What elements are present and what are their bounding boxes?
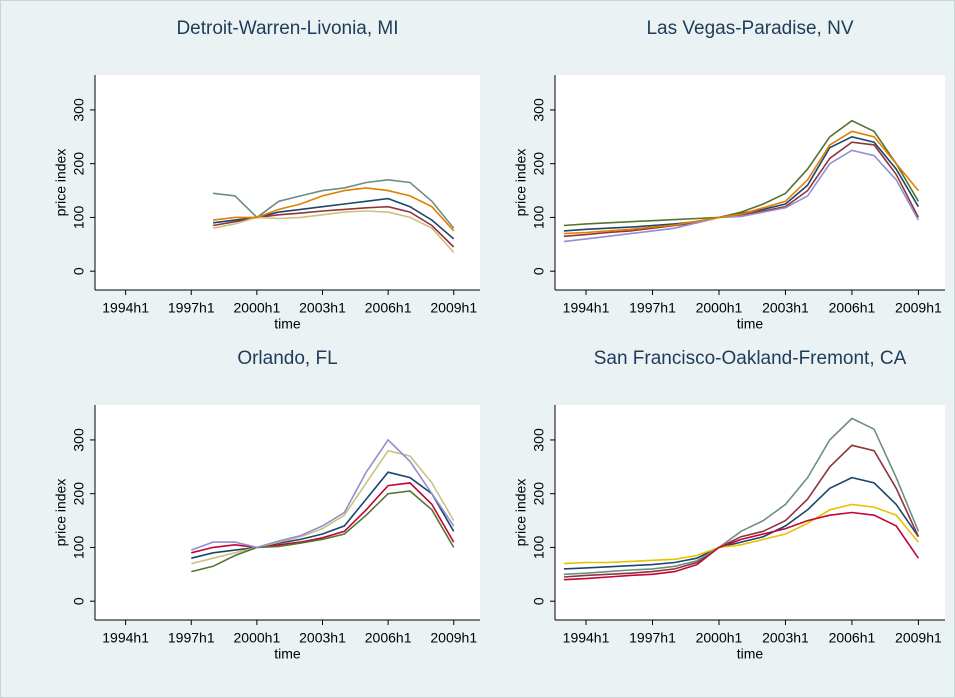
y-tick-label: 100 [71,536,87,560]
plot-area [95,405,480,620]
x-tick-label: 1994h1 [563,300,610,316]
x-tick-label: 2003h1 [762,630,809,646]
y-tick-label: 200 [531,482,547,506]
y-axis-title: price index [53,149,69,217]
x-tick-label: 2003h1 [299,300,346,316]
chart-title: Detroit-Warren-Livonia, MI [176,18,398,39]
y-tick-label: 300 [531,428,547,452]
x-tick-label: 2006h1 [829,300,876,316]
series-line [563,503,920,565]
x-tick-label: 2009h1 [895,630,942,646]
series-line [563,135,920,232]
series-line [563,119,920,227]
series-line [563,149,920,243]
x-tick-label: 2000h1 [696,300,743,316]
x-axis-title: time [274,646,301,662]
x-tick-label: 2006h1 [365,300,412,316]
series-line [191,482,455,554]
y-tick-label: 300 [71,98,87,122]
y-tick-label: 0 [71,267,87,275]
plot-area [95,75,480,290]
x-tick-label: 1997h1 [629,630,676,646]
x-axis-title: time [274,316,301,332]
x-tick-label: 2009h1 [430,630,477,646]
series-line [563,444,920,578]
series-line [563,130,920,235]
x-axis-title: time [737,316,764,332]
x-tick-label: 2006h1 [365,630,412,646]
x-tick-label: 2009h1 [895,300,942,316]
x-tick-label: 1994h1 [102,630,149,646]
series-line [213,187,455,232]
x-tick-label: 1994h1 [563,630,610,646]
y-tick-label: 0 [531,267,547,275]
series-line [563,511,920,581]
y-tick-label: 100 [531,536,547,560]
x-tick-label: 1997h1 [168,630,215,646]
chart-title: San Francisco-Oakland-Fremont, CA [594,348,907,369]
y-tick-label: 300 [71,428,87,452]
series-line [191,490,455,573]
x-tick-label: 2000h1 [696,630,743,646]
series-line [191,449,455,565]
y-axis-title: price index [513,479,529,547]
y-tick-label: 0 [71,597,87,605]
series-line [563,476,920,570]
y-axis-title: price index [53,479,69,547]
y-tick-label: 300 [531,98,547,122]
y-axis-title: price index [513,149,529,217]
y-tick-label: 200 [71,482,87,506]
series-line [563,417,920,576]
y-tick-label: 0 [531,597,547,605]
plot-area [555,75,945,290]
series-line [191,438,455,551]
chart-title: Orlando, FL [237,348,337,369]
series-line [213,178,455,229]
x-tick-label: 1997h1 [168,300,215,316]
chart-title: Las Vegas-Paradise, NV [646,18,853,39]
x-tick-label: 2003h1 [299,630,346,646]
series-line [191,471,455,559]
x-tick-label: 2009h1 [430,300,477,316]
x-tick-label: 2003h1 [762,300,809,316]
x-tick-label: 2000h1 [234,300,281,316]
y-tick-label: 200 [71,152,87,176]
x-tick-label: 1994h1 [102,300,149,316]
series-line [212,210,455,253]
y-tick-label: 100 [531,206,547,230]
y-tick-label: 200 [531,152,547,176]
x-tick-label: 2006h1 [829,630,876,646]
y-tick-label: 100 [71,206,87,230]
x-axis-title: time [737,646,764,662]
plot-area [555,405,945,620]
x-tick-label: 2000h1 [234,630,281,646]
x-tick-label: 1997h1 [629,300,676,316]
